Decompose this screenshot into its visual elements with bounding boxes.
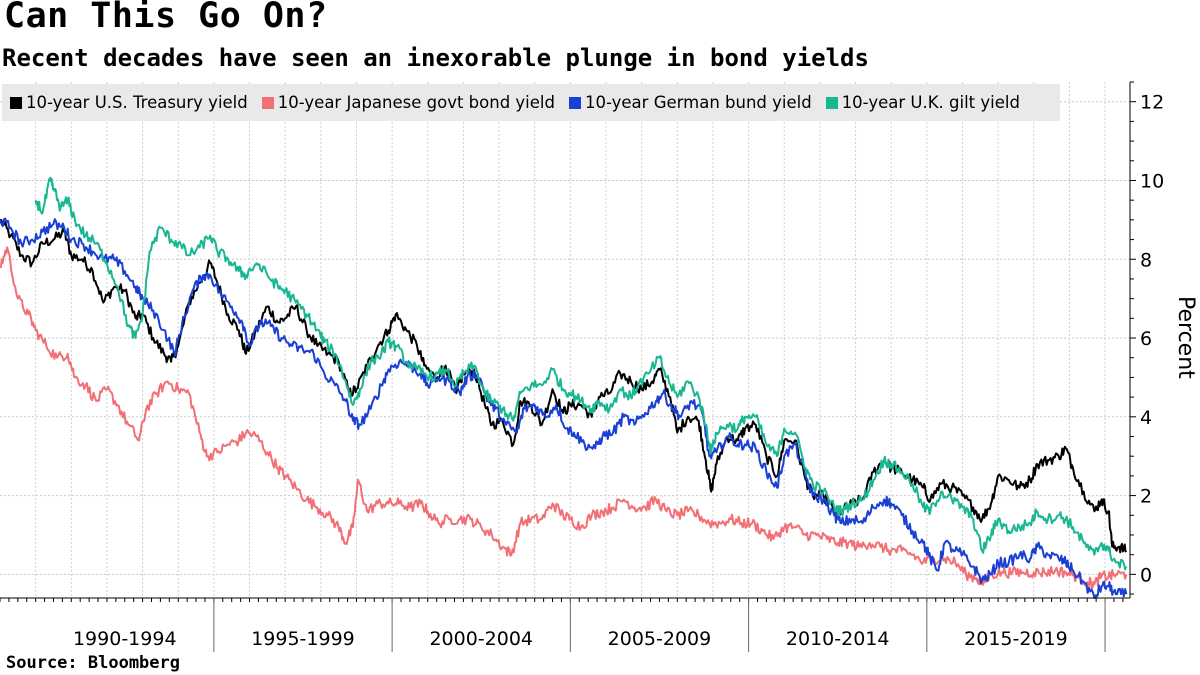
axes: 0 2 4 6 8 10 12 1990-1994 1995-1999 2000-2004 2005… [0,81,1164,652]
y-tick-label: 0 [1140,564,1152,586]
legend-label: 10-year U.K. gilt yield [841,93,1020,112]
y-tick-label: 6 [1140,328,1152,350]
legend-label: 10-year Japanese govt bond yield [277,93,555,112]
source-note: Source: Bloomberg [6,653,180,673]
chart-title: Can This Go On? [4,0,328,36]
y-tick-label: 10 [1140,170,1164,192]
y-axis-label: Percent [1173,296,1198,379]
y-tick-label: 8 [1140,249,1152,271]
legend-item: 10-year U.K. gilt yield [825,93,1020,112]
legend-swatch [568,96,581,109]
x-tick-label: 2015-2019 [964,628,1068,650]
x-tick-label: 2010-2014 [786,628,890,650]
legend-label: 10-year German bund yield [584,93,812,112]
x-tick-label: 1995-1999 [251,628,355,650]
x-tick-label: 1990-1994 [73,628,177,650]
series-line-2 [0,217,1128,599]
y-tick-label: 4 [1140,407,1152,429]
y-tick-label: 2 [1140,486,1152,508]
legend-item: 10-year U.S. Treasury yield [10,93,248,112]
series-line-3 [34,176,1128,571]
legend-item: 10-year German bund yield [568,93,812,112]
x-tick-label: 2005-2009 [608,628,712,650]
series-line-1 [0,246,1128,590]
series-lines [0,176,1128,599]
legend-item: 10-year Japanese govt bond yield [261,93,555,112]
series-line-0 [0,218,1128,554]
chart-subtitle: Recent decades have seen an inexorable p… [2,44,869,72]
legend-label: 10-year U.S. Treasury yield [26,93,248,112]
legend-swatch [825,96,838,109]
legend: 10-year U.S. Treasury yield 10-year Japan… [2,84,1060,121]
y-tick-label: 12 [1140,92,1164,114]
legend-swatch [261,96,274,109]
x-tick-label: 2000-2004 [429,628,533,650]
legend-swatch [10,96,22,109]
